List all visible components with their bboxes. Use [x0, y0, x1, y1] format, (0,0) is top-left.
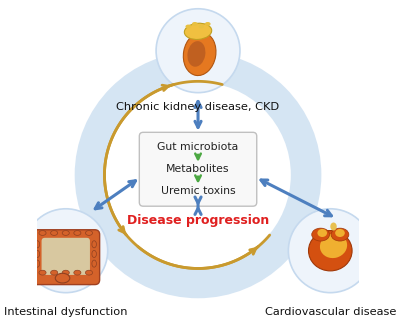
Ellipse shape — [205, 22, 211, 26]
FancyBboxPatch shape — [42, 238, 90, 275]
Ellipse shape — [184, 23, 212, 40]
Ellipse shape — [186, 25, 191, 29]
Ellipse shape — [330, 223, 337, 231]
Ellipse shape — [62, 231, 69, 236]
Text: Disease progression: Disease progression — [127, 214, 269, 226]
Ellipse shape — [308, 231, 352, 271]
Text: Metabolites: Metabolites — [166, 164, 230, 174]
Ellipse shape — [312, 228, 330, 241]
Circle shape — [288, 209, 372, 293]
Ellipse shape — [74, 270, 81, 275]
FancyBboxPatch shape — [32, 230, 100, 284]
Ellipse shape — [183, 32, 216, 75]
Ellipse shape — [35, 250, 40, 258]
Ellipse shape — [198, 25, 204, 29]
Ellipse shape — [92, 241, 96, 248]
Ellipse shape — [331, 228, 349, 241]
Ellipse shape — [35, 241, 40, 248]
Ellipse shape — [39, 270, 46, 275]
Ellipse shape — [86, 270, 92, 275]
Circle shape — [24, 209, 108, 293]
Text: Chronic kidney disease, CKD: Chronic kidney disease, CKD — [116, 102, 280, 112]
Ellipse shape — [35, 260, 40, 267]
Ellipse shape — [187, 41, 206, 67]
Ellipse shape — [320, 234, 347, 258]
Ellipse shape — [74, 231, 81, 236]
Ellipse shape — [92, 260, 96, 267]
Ellipse shape — [86, 231, 92, 236]
Ellipse shape — [92, 250, 96, 258]
Text: Uremic toxins: Uremic toxins — [161, 186, 235, 196]
Ellipse shape — [55, 273, 70, 283]
Ellipse shape — [39, 231, 46, 236]
Ellipse shape — [317, 229, 327, 237]
Text: Gut microbiota: Gut microbiota — [158, 143, 239, 152]
Ellipse shape — [192, 22, 198, 26]
Ellipse shape — [62, 270, 69, 275]
Ellipse shape — [335, 229, 345, 237]
Ellipse shape — [50, 270, 58, 275]
Text: Intestinal dysfunction: Intestinal dysfunction — [4, 307, 128, 317]
Circle shape — [156, 9, 240, 93]
Ellipse shape — [50, 231, 58, 236]
Text: Cardiovascular disease: Cardiovascular disease — [265, 307, 396, 317]
FancyBboxPatch shape — [139, 132, 257, 206]
